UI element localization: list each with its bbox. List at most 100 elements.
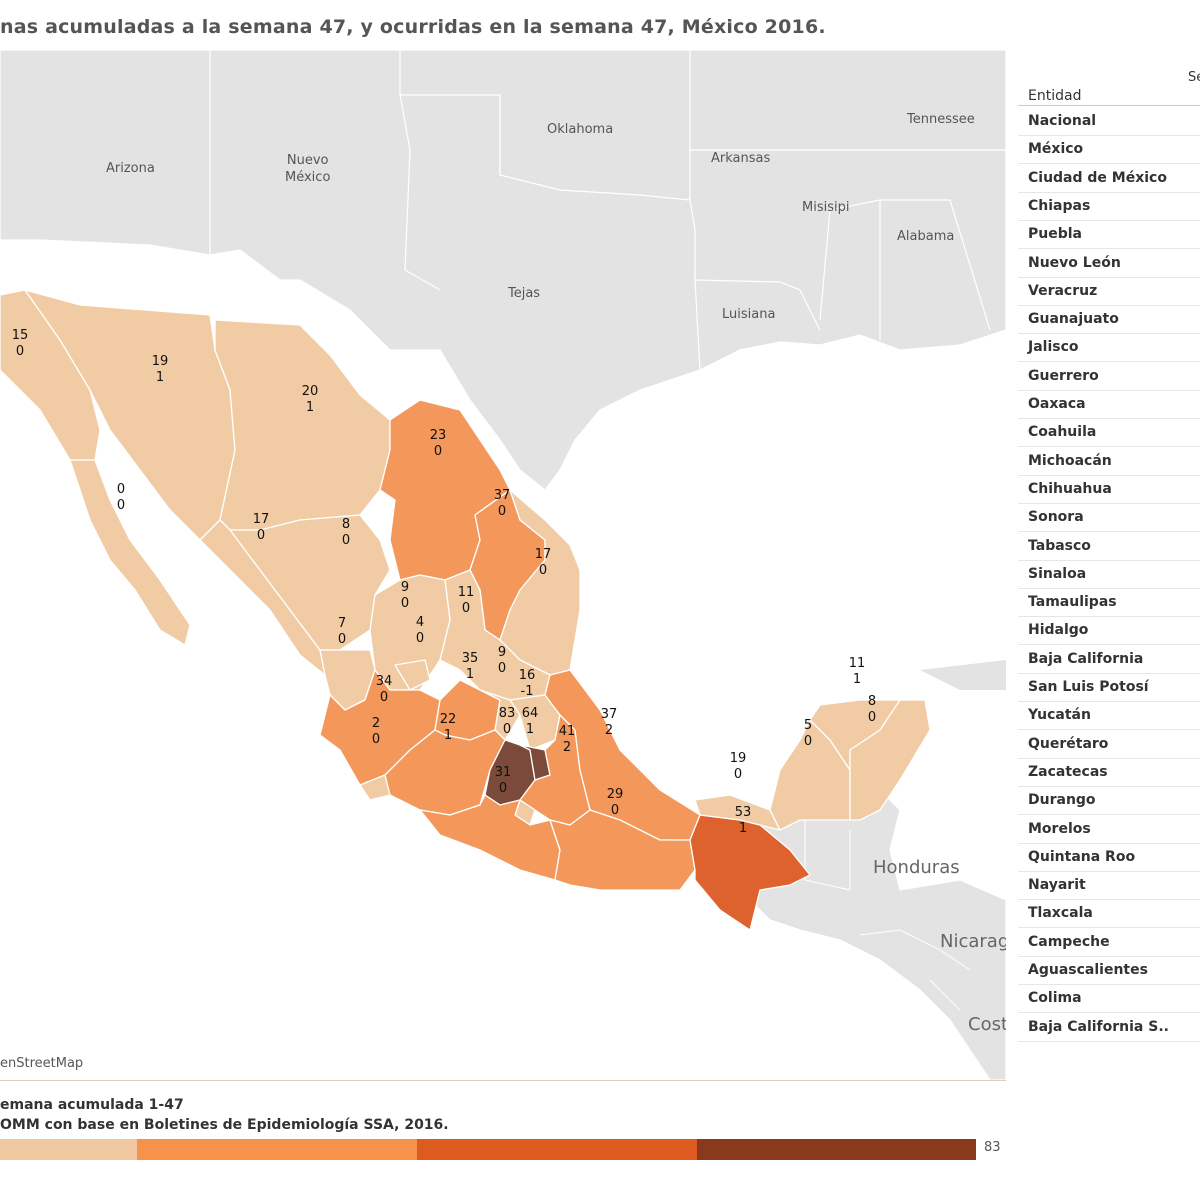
state-quintana-roo[interactable] [849, 699, 931, 821]
state-value-sinaloa: 17 0 [246, 512, 276, 544]
legend-title: emana acumulada 1-47 [0, 1097, 184, 1113]
state-value-tamaulipas: 17 0 [528, 547, 558, 579]
table-row[interactable]: Sonora [1018, 503, 1200, 533]
table-row[interactable]: Oaxaca [1018, 390, 1200, 419]
table-row[interactable]: Tabasco [1018, 532, 1200, 561]
state-value-accumulated: 9 [497, 645, 507, 660]
state-value-coahuila: 23 0 [423, 428, 453, 460]
table-row-label: Nayarit [1028, 877, 1086, 894]
table-row[interactable]: Tlaxcala [1018, 899, 1200, 929]
state-value-accumulated: 53 [734, 805, 752, 820]
table-row-label: Sinaloa [1028, 565, 1087, 582]
map-canvas [0, 50, 1006, 1080]
state-baja-california-sur[interactable] [69, 459, 191, 646]
state-value-week: 0 [502, 722, 512, 737]
table-row[interactable]: Nuevo León [1018, 249, 1200, 278]
table-row[interactable]: Zacatecas [1018, 758, 1200, 787]
state-value-accumulated: 35 [461, 651, 479, 666]
usa-state-borders [209, 50, 1006, 371]
state-value-accumulated: 19 [729, 751, 747, 766]
state-value-week: 0 [256, 528, 266, 543]
state-value-week: -1 [520, 684, 534, 699]
table-row[interactable]: Nacional [1018, 107, 1200, 136]
label-nicaragua: Nicarag [940, 931, 1006, 952]
table-row[interactable]: Colima [1018, 984, 1200, 1014]
table-row-label: Guerrero [1028, 367, 1099, 384]
state-value-week: 0 [400, 596, 410, 611]
table-row[interactable]: Campeche [1018, 928, 1200, 957]
table-row[interactable]: Durango [1018, 786, 1200, 816]
state-value-week: 0 [433, 444, 443, 459]
table-row[interactable]: Guanajuato [1018, 305, 1200, 335]
table-row[interactable]: Veracruz [1018, 277, 1200, 306]
map-attribution: enStreetMap [0, 1056, 84, 1071]
state-value-accumulated: 11 [848, 656, 866, 671]
state-guerrero[interactable] [419, 794, 561, 881]
table-row[interactable]: Querétaro [1018, 730, 1200, 759]
table-row[interactable]: San Luis Potosí [1018, 673, 1200, 702]
table-row[interactable]: Ciudad de México [1018, 164, 1200, 193]
table-row[interactable]: Sinaloa [1018, 560, 1200, 589]
table-row-label: México [1028, 141, 1084, 158]
cuba-landmass [920, 660, 1006, 690]
table-row[interactable]: Jalisco [1018, 333, 1200, 363]
state-chihuahua[interactable] [214, 319, 391, 531]
table-row[interactable]: Baja California S.. [1018, 1013, 1200, 1042]
mexico-states [0, 289, 931, 931]
state-value-week: 0 [15, 344, 25, 359]
state-value-tabasco: 19 0 [723, 751, 753, 783]
table-row[interactable]: Quintana Roo [1018, 843, 1200, 872]
state-value-accumulated: 16 [518, 668, 536, 683]
state-value-accumulated: 41 [558, 724, 576, 739]
table-row[interactable]: Baja California [1018, 645, 1200, 674]
table-row-label: Oaxaca [1028, 396, 1086, 412]
table-row-label: Tlaxcala [1028, 905, 1093, 922]
state-value-accumulated: 8 [867, 694, 877, 709]
label-misisipi: Misisipi [802, 200, 850, 215]
state-value-accumulated: 22 [439, 712, 457, 727]
table-row-label: Colima [1028, 990, 1082, 1007]
table-row-label: Chiapas [1028, 197, 1091, 214]
state-value-puebla: 41 2 [552, 724, 582, 756]
label-luisiana: Luisiana [722, 307, 776, 322]
color-scale-segment-3 [417, 1139, 697, 1160]
state-value-week: 1 [155, 370, 165, 385]
state-value-michoac-n: 22 1 [433, 712, 463, 744]
table-row-label: Zacatecas [1028, 763, 1108, 780]
table-row-label: Sonora [1028, 509, 1084, 526]
table-row[interactable]: Tamaulipas [1018, 588, 1200, 618]
table-row[interactable]: Michoacán [1018, 447, 1200, 476]
table-row[interactable]: México [1018, 135, 1200, 165]
table-row[interactable]: Guerrero [1018, 362, 1200, 391]
state-value-week: 1 [305, 400, 315, 415]
table-row[interactable]: Puebla [1018, 220, 1200, 250]
table-row[interactable]: Nayarit [1018, 871, 1200, 901]
state-value-week: 0 [461, 601, 471, 616]
table-row-label: Nuevo León [1028, 254, 1121, 271]
central-america-borders [804, 820, 971, 1011]
map-view[interactable]: Arizona Nuevo México Oklahoma Arkansas T… [0, 50, 1006, 1081]
state-oaxaca[interactable] [549, 809, 696, 891]
state-value-week: 1 [443, 728, 453, 743]
table-row[interactable]: Morelos [1018, 815, 1200, 844]
table-row[interactable]: Coahuila [1018, 418, 1200, 448]
label-oklahoma: Oklahoma [547, 122, 614, 137]
state-value-accumulated: 4 [415, 615, 425, 630]
table-row-label: Durango [1028, 792, 1096, 809]
state-value-baja-california: 15 0 [5, 328, 35, 360]
table-row-label: San Luis Potosí [1028, 679, 1149, 695]
table-row-label: Tamaulipas [1028, 594, 1117, 611]
table-row[interactable]: Hidalgo [1018, 616, 1200, 646]
table-row[interactable]: Chiapas [1018, 192, 1200, 221]
table-row[interactable]: Aguascalientes [1018, 956, 1200, 985]
table-row[interactable]: Chihuahua [1018, 475, 1200, 504]
table-row-label: Puebla [1028, 226, 1082, 243]
table-row-label: Jalisco [1028, 339, 1079, 356]
state-aguascalientes[interactable] [394, 659, 431, 691]
table-row[interactable]: Yucatán [1018, 701, 1200, 731]
